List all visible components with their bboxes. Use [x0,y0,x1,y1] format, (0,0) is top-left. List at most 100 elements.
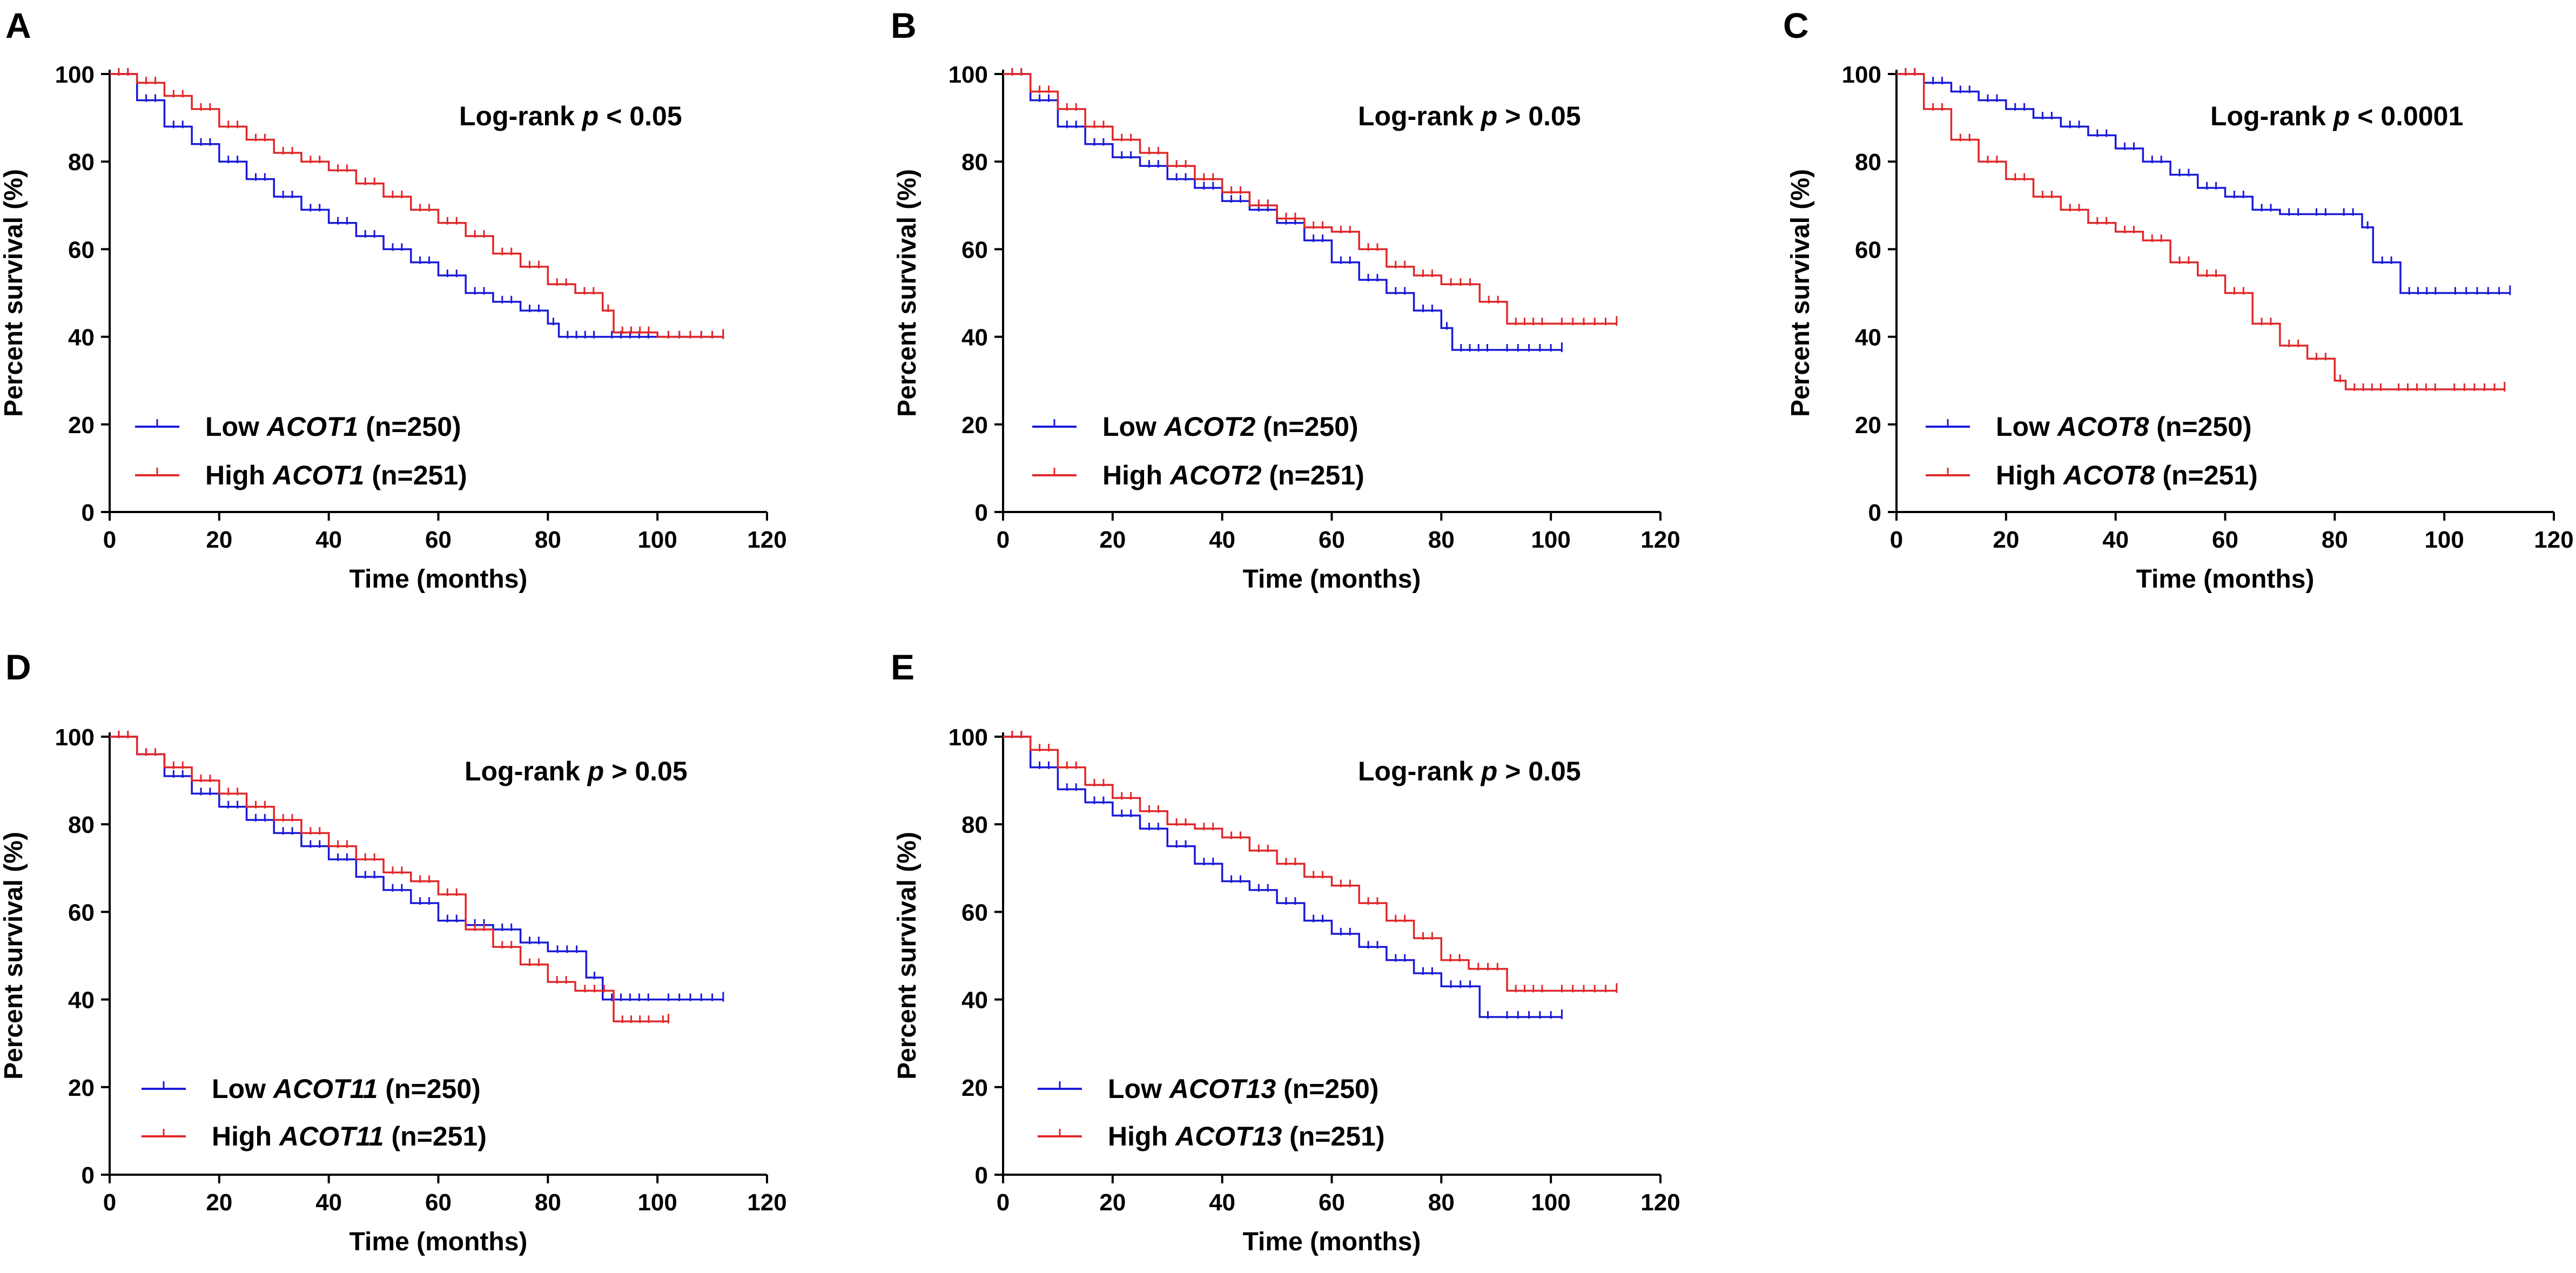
legend-label: Low ACOT1 (n=250) [205,412,461,442]
logrank-value: < 0.0001 [2350,101,2463,131]
legend-label: High ACOT1 (n=251) [205,460,467,490]
logrank-annotation: Log-rank p < 0.0001 [2210,101,2463,131]
survival-curve [110,73,723,338]
y-tick-label: 80 [68,149,95,176]
y-tick-label: 20 [961,1075,988,1101]
y-tick-label: 40 [961,987,988,1014]
x-tick-label: 60 [425,527,452,553]
y-tick-label: 40 [68,987,95,1014]
legend-suffix: (n=250) [1255,412,1358,442]
legend-prefix: High [1996,460,2063,490]
x-tick-label: 0 [103,527,116,553]
x-tick-label: 40 [315,527,342,553]
logrank-prefix: Log-rank [1358,101,1481,131]
y-tick-label: 100 [949,724,988,751]
y-axis-title: Percent survival (%) [1786,169,1815,417]
panel-e: E 0 20 40 60 80 100 120 0 20 40 60 80 100 Time (months… [891,647,1680,1256]
x-tick-label: 120 [747,1189,786,1216]
logrank-prefix: Log-rank [2210,101,2333,131]
logrank-p: p [587,756,604,786]
legend-suffix: (n=250) [358,412,461,442]
series-low [1003,731,1563,1020]
x-tick-label: 0 [997,527,1010,553]
x-axis-title: Time (months) [1243,1228,1421,1256]
x-tick-label: 80 [1428,1189,1455,1216]
x-tick-label: 40 [2102,527,2129,553]
x-tick-label: 60 [1319,527,1345,553]
x-axis-title: Time (months) [349,1228,528,1256]
x-tick-label: 100 [637,1189,677,1216]
legend-entry-high: High ACOT11 (n=251) [142,1121,487,1151]
series-high [1003,731,1618,993]
legend-suffix: (n=251) [384,1121,487,1151]
legend-label: Low ACOT11 (n=250) [212,1074,481,1104]
legend-suffix: (n=251) [1261,460,1364,490]
series-high [1003,68,1618,326]
legend-label: High ACOT13 (n=251) [1108,1121,1385,1151]
logrank-p: p [581,101,599,131]
y-tick-label: 60 [68,899,95,926]
legend-prefix: High [212,1121,279,1151]
panel-letter: C [1783,5,1809,45]
y-tick-label: 40 [1855,325,1881,351]
x-tick-label: 100 [1531,1189,1570,1216]
logrank-p: p [2332,101,2350,131]
x-tick-label: 60 [425,1189,452,1216]
logrank-annotation: Log-rank p > 0.05 [1358,101,1581,131]
x-tick-label: 0 [103,1189,116,1216]
logrank-value: > 0.05 [1497,101,1580,131]
legend-suffix: (n=251) [364,460,467,490]
x-axis-title: Time (months) [1243,565,1421,594]
legend-label: Low ACOT8 (n=250) [1996,412,2252,442]
legend-gene: ACOT8 [2056,412,2149,442]
x-tick-label: 0 [1890,527,1903,553]
panel-a: A 0 20 40 60 80 100 120 0 20 40 60 80 100 Time (months… [0,5,787,594]
x-tick-label: 0 [997,1189,1010,1216]
x-tick-label: 20 [1099,1189,1126,1216]
legend-label: High ACOT11 (n=251) [212,1121,487,1151]
y-tick-label: 0 [82,500,95,526]
x-tick-label: 120 [1640,1189,1680,1216]
survival-curve [1896,73,2505,390]
y-tick-label: 0 [1868,500,1881,526]
legend-suffix: (n=250) [378,1074,480,1104]
y-tick-label: 40 [961,325,988,351]
x-tick-label: 20 [206,527,232,553]
panel-letter: E [891,647,914,687]
legend-entry-low: Low ACOT8 (n=250) [1926,412,2252,442]
series-high [110,731,669,1024]
legend-entry-low: Low ACOT11 (n=250) [142,1074,481,1104]
series-low [1003,68,1563,352]
legend-suffix: (n=250) [1276,1074,1378,1104]
legend-prefix: High [1108,1121,1175,1151]
x-tick-label: 40 [315,1189,342,1216]
legend-entry-low: Low ACOT2 (n=250) [1032,412,1358,442]
legend-label: High ACOT8 (n=251) [1996,460,2258,490]
y-tick-label: 40 [68,325,95,351]
y-tick-label: 0 [975,1162,988,1189]
legend-label: High ACOT2 (n=251) [1102,460,1364,490]
panel-b: B 0 20 40 60 80 100 120 0 20 40 60 80 100 Time (months… [891,5,1680,594]
panel-letter: D [5,647,31,687]
logrank-p: p [1480,756,1498,786]
y-tick-label: 80 [961,149,988,176]
legend-prefix: Low [205,412,267,442]
y-tick-label: 100 [949,62,988,88]
x-axis-title: Time (months) [349,565,528,594]
y-tick-label: 0 [975,500,988,526]
legend-suffix: (n=251) [1282,1121,1384,1151]
survival-curve [1003,73,1562,351]
y-tick-label: 0 [82,1162,95,1189]
x-tick-label: 80 [535,1189,561,1216]
legend-gene: ACOT2 [1163,412,1256,442]
logrank-prefix: Log-rank [1358,756,1481,786]
legend-gene: ACOT8 [2062,460,2155,490]
legend-gene: ACOT1 [266,412,358,442]
y-tick-label: 80 [1855,149,1881,176]
x-tick-label: 100 [1531,527,1570,553]
x-tick-label: 80 [1428,527,1455,553]
legend-gene: ACOT13 [1174,1121,1282,1151]
x-tick-label: 100 [637,527,677,553]
logrank-annotation: Log-rank p > 0.05 [465,756,688,786]
